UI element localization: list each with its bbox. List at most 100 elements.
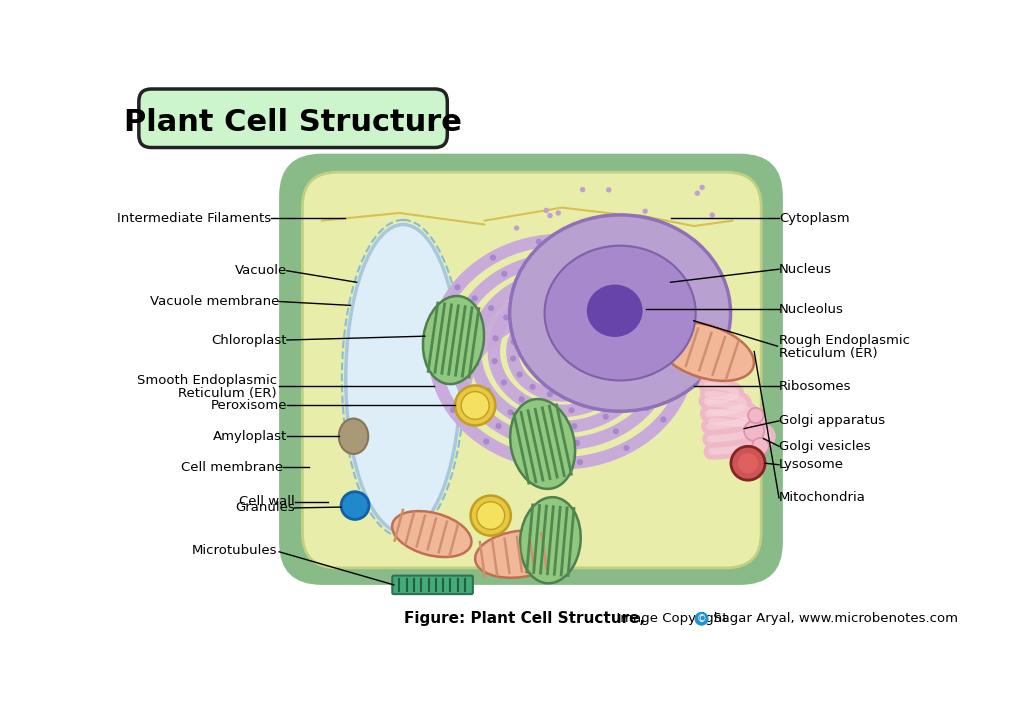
- Circle shape: [612, 428, 618, 435]
- Circle shape: [508, 410, 514, 415]
- Text: Ribosomes: Ribosomes: [779, 379, 852, 392]
- Circle shape: [518, 396, 524, 402]
- Text: Lysosome: Lysosome: [779, 458, 844, 471]
- Circle shape: [752, 437, 769, 455]
- Circle shape: [450, 407, 456, 413]
- Text: Golgi vesicles: Golgi vesicles: [779, 440, 870, 453]
- Circle shape: [473, 361, 479, 367]
- Text: Granules: Granules: [234, 501, 295, 514]
- Text: Smooth Endoplasmic: Smooth Endoplasmic: [136, 374, 276, 387]
- Circle shape: [628, 395, 634, 401]
- Circle shape: [694, 612, 709, 626]
- Circle shape: [556, 211, 561, 216]
- Circle shape: [547, 213, 553, 218]
- Ellipse shape: [520, 497, 581, 584]
- Circle shape: [503, 314, 509, 321]
- Circle shape: [514, 226, 519, 231]
- Circle shape: [511, 339, 517, 345]
- Circle shape: [568, 407, 574, 413]
- Circle shape: [532, 332, 539, 338]
- Circle shape: [744, 421, 764, 441]
- Ellipse shape: [339, 419, 369, 454]
- Circle shape: [643, 369, 649, 374]
- Circle shape: [527, 342, 534, 348]
- Circle shape: [532, 438, 539, 444]
- Circle shape: [738, 453, 758, 473]
- Text: Reticulum (ER): Reticulum (ER): [779, 347, 878, 359]
- Circle shape: [563, 377, 569, 384]
- Ellipse shape: [346, 225, 461, 533]
- Circle shape: [660, 417, 667, 422]
- Text: Cytoplasm: Cytoplasm: [779, 212, 850, 225]
- Ellipse shape: [510, 399, 575, 489]
- Circle shape: [731, 446, 765, 480]
- Text: Figure: Plant Cell Structure,: Figure: Plant Cell Structure,: [404, 611, 645, 626]
- Circle shape: [471, 295, 477, 301]
- Circle shape: [565, 320, 571, 326]
- FancyBboxPatch shape: [302, 172, 761, 568]
- Circle shape: [540, 258, 546, 263]
- Circle shape: [611, 224, 616, 229]
- Circle shape: [560, 233, 565, 238]
- Text: ©: ©: [696, 614, 707, 624]
- Circle shape: [501, 379, 507, 386]
- Ellipse shape: [423, 296, 484, 384]
- Circle shape: [468, 397, 474, 403]
- Text: Sagar Aryal, www.microbenotes.com: Sagar Aryal, www.microbenotes.com: [710, 612, 958, 625]
- Circle shape: [547, 391, 553, 397]
- Text: Vacuole: Vacuole: [234, 264, 287, 277]
- Circle shape: [455, 385, 496, 425]
- Text: Plant Cell Structure: Plant Cell Structure: [124, 108, 462, 137]
- Circle shape: [543, 406, 549, 412]
- Circle shape: [607, 360, 613, 367]
- Circle shape: [516, 372, 523, 377]
- Circle shape: [488, 305, 495, 311]
- Circle shape: [538, 422, 544, 428]
- Circle shape: [455, 328, 461, 334]
- Ellipse shape: [392, 511, 471, 557]
- Circle shape: [581, 258, 587, 264]
- Circle shape: [642, 208, 648, 214]
- Circle shape: [496, 423, 502, 429]
- Circle shape: [598, 375, 604, 382]
- Circle shape: [569, 306, 575, 311]
- Circle shape: [531, 364, 538, 370]
- Circle shape: [454, 363, 460, 369]
- Circle shape: [547, 290, 553, 296]
- Text: Nucleus: Nucleus: [779, 263, 831, 276]
- Circle shape: [593, 400, 599, 406]
- Ellipse shape: [656, 322, 754, 381]
- Circle shape: [483, 438, 489, 445]
- Circle shape: [553, 320, 559, 326]
- Circle shape: [529, 384, 536, 390]
- Circle shape: [624, 445, 630, 451]
- Circle shape: [575, 374, 582, 380]
- Text: Rough Endoplasmic: Rough Endoplasmic: [779, 334, 910, 347]
- Circle shape: [628, 235, 633, 240]
- Circle shape: [501, 271, 508, 277]
- Circle shape: [606, 187, 611, 193]
- Circle shape: [578, 324, 584, 330]
- Circle shape: [471, 495, 511, 536]
- Circle shape: [597, 299, 603, 306]
- FancyBboxPatch shape: [280, 154, 783, 585]
- Ellipse shape: [545, 246, 695, 380]
- Circle shape: [526, 353, 532, 359]
- Text: Amyloplast: Amyloplast: [213, 430, 287, 442]
- Circle shape: [542, 324, 548, 330]
- Circle shape: [510, 356, 516, 362]
- Text: Golgi apparatus: Golgi apparatus: [779, 415, 885, 427]
- Circle shape: [544, 208, 549, 213]
- Circle shape: [644, 405, 650, 411]
- Circle shape: [739, 453, 754, 466]
- Circle shape: [550, 305, 556, 311]
- Circle shape: [474, 332, 480, 338]
- Circle shape: [493, 335, 499, 342]
- Circle shape: [585, 367, 591, 372]
- Circle shape: [699, 185, 705, 190]
- Circle shape: [748, 408, 764, 423]
- Circle shape: [631, 256, 637, 262]
- Circle shape: [341, 492, 369, 519]
- Circle shape: [603, 414, 609, 420]
- Circle shape: [590, 357, 597, 362]
